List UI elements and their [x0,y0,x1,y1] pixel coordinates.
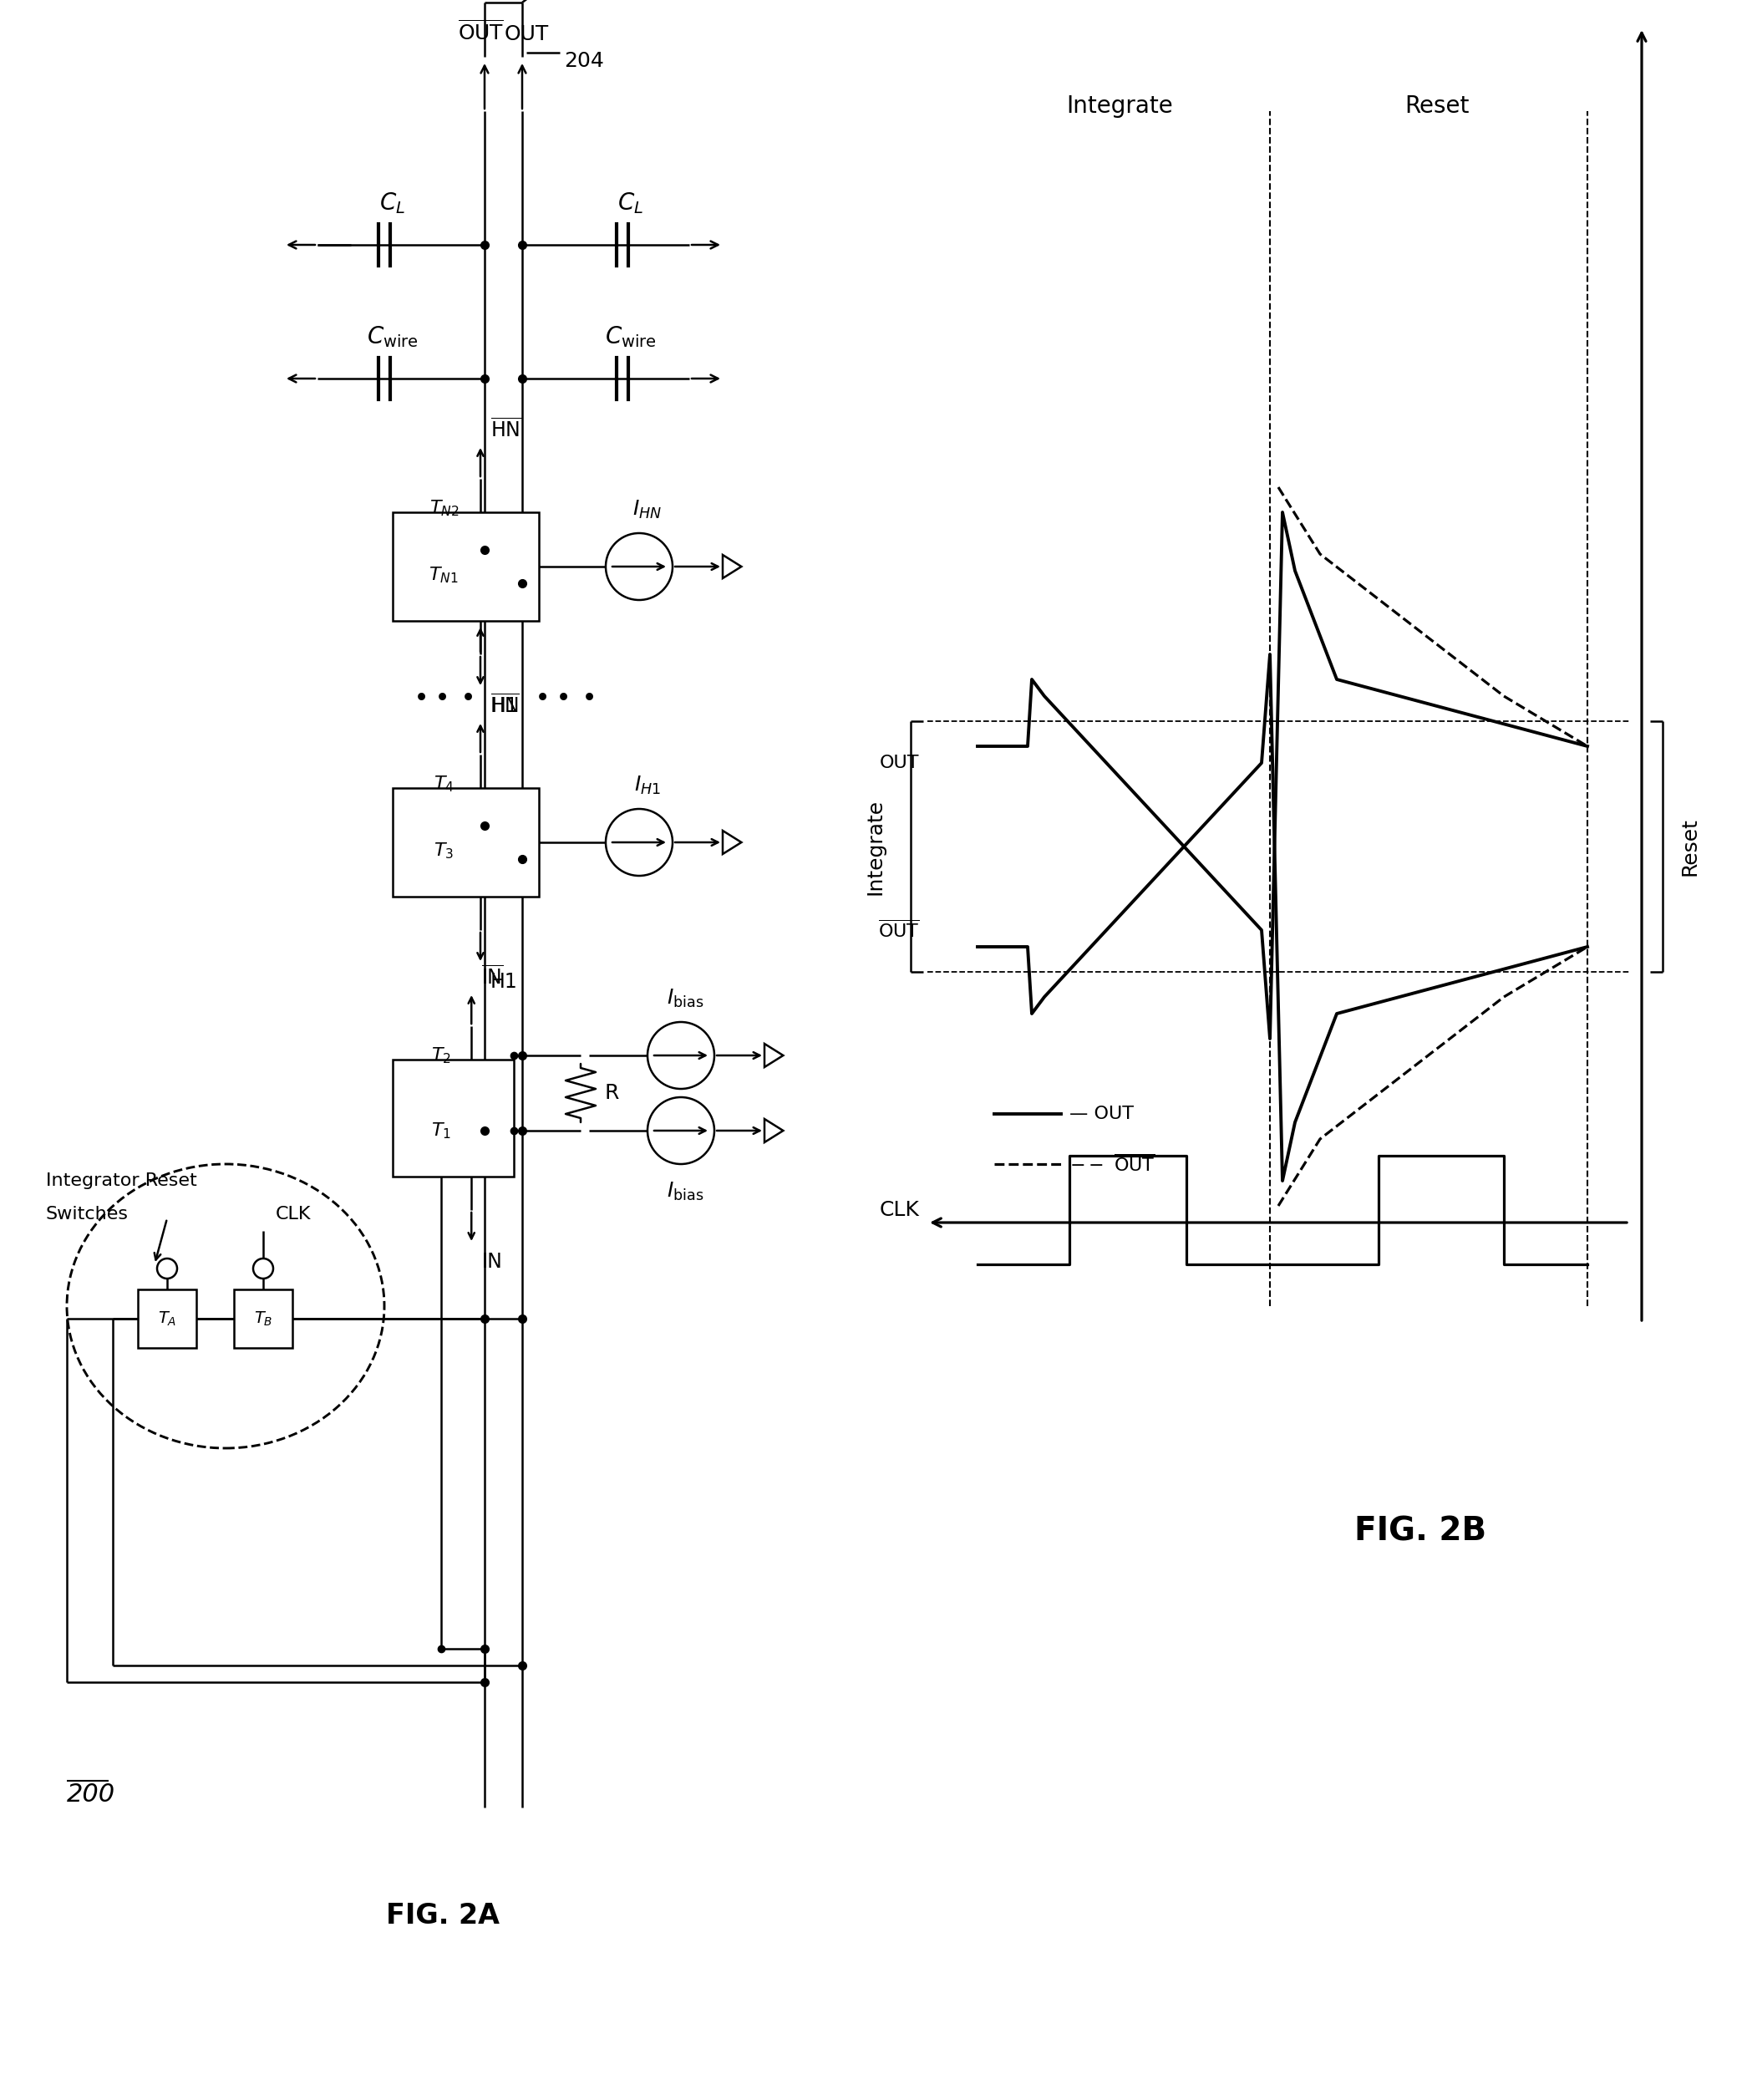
Text: CLK: CLK [275,1205,312,1222]
Text: $T_{N1}$: $T_{N1}$ [429,565,459,584]
Text: $I_{H1}$: $I_{H1}$ [634,775,661,796]
Text: 204: 204 [564,50,604,71]
Text: $\overline{\mathrm{IN}}$: $\overline{\mathrm{IN}}$ [482,966,505,989]
Text: Reset: Reset [1405,94,1470,118]
Text: $\overline{\mathrm{OUT}}$: $\overline{\mathrm{OUT}}$ [457,21,503,44]
Text: H1: H1 [491,972,519,991]
Text: $T_3$: $T_3$ [434,840,454,861]
Text: $T_B$: $T_B$ [254,1310,273,1327]
Text: $C_{\mathrm{wire}}$: $C_{\mathrm{wire}}$ [604,323,657,349]
Text: $\overline{\mathrm{H1}}$: $\overline{\mathrm{H1}}$ [491,695,520,716]
Text: $C_L$: $C_L$ [380,191,406,216]
Text: Integrate: Integrate [865,798,885,895]
Text: Integrate: Integrate [1067,94,1172,118]
Text: $T_1$: $T_1$ [431,1121,452,1140]
Text: OUT: OUT [505,25,548,44]
Text: Switches: Switches [46,1205,128,1222]
Text: $- -\ \overline{\mathrm{OUT}}$: $- -\ \overline{\mathrm{OUT}}$ [1069,1153,1155,1174]
Text: $I_{\mathrm{bias}}$: $I_{\mathrm{bias}}$ [666,987,704,1010]
Bar [392,788,540,897]
Text: $\overline{\mathrm{OUT}}$: $\overline{\mathrm{OUT}}$ [878,920,920,941]
Text: $\bullet\bullet\bullet$: $\bullet\bullet\bullet$ [534,685,594,708]
Text: $C_{\mathrm{wire}}$: $C_{\mathrm{wire}}$ [366,323,419,349]
Text: $\overline{\mathrm{HN}}$: $\overline{\mathrm{HN}}$ [491,418,522,441]
Text: Reset: Reset [1680,817,1699,876]
Text: CLK: CLK [880,1199,920,1220]
Text: OUT: OUT [880,754,920,771]
Text: 200: 200 [67,1783,116,1806]
Text: $C_L$: $C_L$ [618,191,643,216]
Bar [235,1289,293,1348]
Text: IN: IN [482,1252,503,1273]
Text: HN: HN [491,695,520,716]
Text: FIG. 2A: FIG. 2A [385,1903,499,1930]
Bar [392,512,540,622]
Text: — OUT: — OUT [1069,1105,1134,1121]
Text: Integrator Reset: Integrator Reset [46,1172,196,1189]
Text: $\bullet\bullet\bullet$: $\bullet\bullet\bullet$ [413,685,473,708]
Bar [392,1060,513,1176]
Text: $T_2$: $T_2$ [431,1046,450,1065]
Text: $I_{HN}$: $I_{HN}$ [632,498,662,521]
Text: R: R [604,1084,618,1102]
Text: $I_{\mathrm{bias}}$: $I_{\mathrm{bias}}$ [666,1180,704,1203]
Bar [138,1289,196,1348]
Text: FIG. 2B: FIG. 2B [1354,1516,1486,1548]
Text: $T_4$: $T_4$ [433,775,454,794]
Text: $T_A$: $T_A$ [158,1310,177,1327]
Text: $T_{N2}$: $T_{N2}$ [429,498,459,519]
